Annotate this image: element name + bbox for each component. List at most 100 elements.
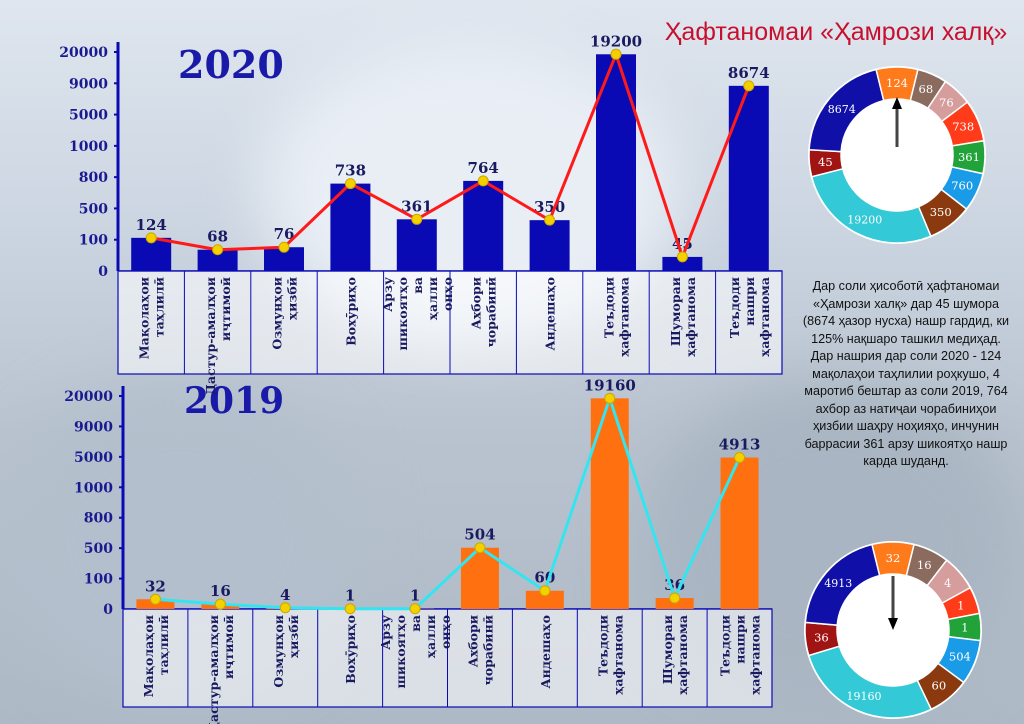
bar (720, 457, 759, 609)
trend-point (474, 542, 486, 554)
category-label: чорабинӣ (480, 615, 495, 685)
category-label-group: Ахбори чорабинӣ (465, 615, 495, 685)
category-label-group: Дастур-амалҳои иҷтимоӣ (203, 277, 233, 395)
category-label: Вохӯриҳо (343, 277, 358, 346)
category-label: иҷтимоӣ (221, 615, 236, 679)
y-tick-label: 500 (84, 541, 113, 557)
y-tick-label: 100 (84, 572, 113, 588)
category-label: шикоятҳо (395, 277, 410, 351)
trend-line (150, 52, 751, 259)
y-tick-label: 20000 (59, 45, 108, 61)
y-tick-label: 5000 (74, 450, 113, 466)
category-label-group: Теъдоди ҳафтанома (602, 277, 632, 357)
category-label-group: Теъдоди ҳафтанома (595, 615, 625, 695)
trend-point (676, 251, 688, 263)
y-tick-label: 20000 (64, 389, 113, 405)
category-label: иҷтимоӣ (218, 277, 233, 341)
category-label-group: Мақолаҳои таҳлилӣ (137, 277, 167, 359)
category-label: нашри (742, 277, 757, 326)
category-label: ҳизбӣ (286, 615, 301, 658)
donut-slice-label: 19160 (847, 690, 882, 703)
category-label: Ахбори (469, 277, 484, 329)
trend-point (743, 80, 755, 92)
donut-slice-label: 68 (919, 82, 934, 96)
category-label: ҳизбӣ (285, 277, 300, 320)
category-label: Арзу (378, 615, 393, 650)
bar-value-label: 8674 (728, 64, 770, 82)
category-label: Теъдоди (602, 277, 617, 338)
bar (463, 180, 504, 271)
bar-value-label: 68 (207, 228, 228, 246)
trend-point (477, 175, 489, 187)
category-label: Арзу (380, 277, 395, 312)
trend-point (610, 48, 622, 60)
donut-slice-label: 760 (951, 179, 973, 193)
category-label: ҳафтанома (757, 277, 772, 357)
trend-point (669, 592, 681, 604)
category-label: таҳлилӣ (152, 277, 167, 337)
category-label: Мақолаҳои (137, 277, 152, 359)
category-label: чорабинӣ (484, 277, 499, 347)
donut-slice-label: 4913 (824, 577, 852, 590)
donut-slice-label: 738 (952, 120, 974, 134)
trend-line (155, 396, 741, 611)
category-label-group: Ахбори чорабинӣ (469, 277, 499, 347)
y-tick-label: 9000 (69, 76, 108, 92)
category-label: Шумораи (668, 277, 683, 346)
donut-slice-label: 16 (917, 558, 932, 572)
trend-point (604, 392, 616, 404)
category-label: ҳалли (423, 615, 438, 658)
donut-slice-label: 361 (958, 150, 980, 164)
category-label: Мақолаҳои (141, 615, 156, 697)
trend-point (734, 452, 746, 464)
category-label: ҳафтанома (610, 615, 625, 695)
trend-point (409, 603, 421, 615)
donut-slice-label: 36 (814, 630, 829, 644)
category-label-group: Теъдоди нашри ҳафтанома (718, 615, 763, 695)
category-label: таҳлилӣ (156, 615, 171, 675)
category-label: Теъдоди (727, 277, 742, 338)
category-label-group: Шумораи ҳафтанома (660, 615, 690, 695)
category-label: Ахбори (465, 615, 480, 667)
category-label-group: Вохӯриҳо (343, 277, 358, 346)
chart-year-2019: 2019 (184, 380, 285, 422)
donut-hole (841, 99, 953, 211)
category-label: Теъдоди (718, 615, 733, 676)
y-tick-label: 0 (98, 264, 108, 280)
bar (728, 85, 769, 271)
y-tick-label: 0 (103, 602, 113, 618)
donut-slice-label: 124 (886, 76, 908, 90)
category-label: онҳо (440, 277, 455, 311)
bar-value-label: 4 (280, 586, 290, 604)
category-label-group: Мақолаҳои таҳлилӣ (141, 615, 171, 697)
category-label: Теъдоди (595, 615, 610, 676)
category-label: Андешаҳо (543, 277, 558, 351)
donut-slice-label: 1 (961, 621, 968, 635)
category-label: Андешаҳо (538, 615, 553, 689)
bar (590, 398, 629, 609)
bar-value-label: 361 (401, 197, 432, 215)
bar (662, 256, 703, 271)
bar-value-label: 19200 (590, 32, 642, 50)
category-label-group: Арзу шикоятҳо ва ҳалли онҳо (378, 615, 453, 689)
trend-point (344, 178, 356, 190)
donut-slice-label: 350 (930, 205, 952, 219)
category-label-group: Озмунҳои ҳизбӣ (270, 277, 300, 350)
category-label-group: Андешаҳо (543, 277, 558, 351)
bar-value-label: 738 (335, 162, 366, 180)
category-label-group: Озмунҳои ҳизбӣ (271, 615, 301, 688)
trend-point (214, 598, 226, 610)
page-title: Ҳафтаномаи «Ҳамрози халқ» (664, 18, 1008, 46)
category-label: ҳафтанома (748, 615, 763, 695)
trend-point (544, 214, 556, 226)
category-label: ҳафтанома (675, 615, 690, 695)
donut-arrow-head (888, 618, 898, 630)
category-label-group: Шумораи ҳафтанома (668, 277, 698, 357)
donut-arrow-head (892, 97, 902, 109)
donut-slice-label: 4 (944, 576, 951, 590)
bar-value-label: 764 (468, 159, 499, 177)
category-label: Озмунҳои (271, 615, 286, 688)
donut-slice-label: 45 (818, 155, 833, 169)
category-label: Дастур-амалҳои (203, 277, 218, 395)
category-label-group: Андешаҳо (538, 615, 553, 689)
